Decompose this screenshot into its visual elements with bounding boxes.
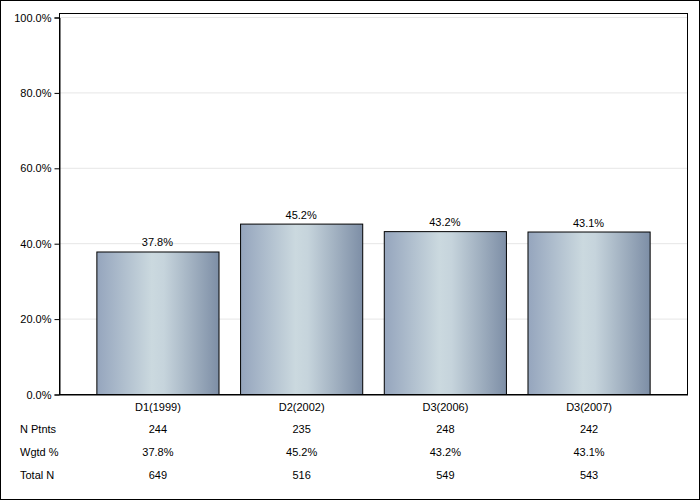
- y-tick: 60.0%: [20, 162, 59, 174]
- data-label: 43.1%: [573, 217, 604, 229]
- y-axis: 0.0% 20.0% 40.0% 60.0% 80.0% 100.0%: [14, 12, 60, 401]
- table-cell: 37.8%: [142, 446, 173, 458]
- table-cell: 235: [292, 423, 310, 435]
- bar: [97, 252, 219, 394]
- x-tick-label: D3(2006): [422, 401, 468, 413]
- y-tick-mark: [55, 168, 60, 169]
- table-cell: 242: [580, 423, 598, 435]
- plot-frame: [60, 14, 688, 395]
- table-cell: 516: [292, 469, 310, 481]
- x-tick-label: D1(1999): [135, 401, 181, 413]
- table-cell: 549: [436, 469, 454, 481]
- chart: 0.0% 20.0% 40.0% 60.0% 80.0% 100.0% D1(1999) D2…: [0, 0, 700, 500]
- x-axis-line: [60, 395, 688, 396]
- x-tick: D3(2006): [422, 395, 468, 414]
- y-tick-label: 100.0%: [14, 12, 52, 24]
- data-labels: 37.8% 45.2% 43.2% 43.1%: [142, 209, 605, 249]
- grid: [59, 18, 687, 395]
- data-table: N Ptnts 244 235 248 242 Wgtd % 37.8% 45.2% 43.2%…: [20, 423, 605, 481]
- x-axis: D1(1999) D2(2002) D3(2006) D3(2007): [60, 395, 688, 414]
- table-cell: 43.1%: [573, 446, 604, 458]
- y-tick-mark: [55, 93, 60, 94]
- table-row-label: Total N: [20, 469, 54, 481]
- table-cell: 244: [149, 423, 167, 435]
- x-tick-label: D2(2002): [279, 401, 325, 413]
- data-label: 37.8%: [142, 236, 173, 248]
- y-tick: 0.0%: [26, 389, 59, 401]
- table-cell: 543: [580, 469, 598, 481]
- x-tick: D2(2002): [279, 395, 325, 414]
- data-label: 45.2%: [286, 209, 317, 221]
- grid-line: [59, 17, 687, 18]
- y-tick: 20.0%: [20, 313, 59, 325]
- y-tick-label: 0.0%: [26, 389, 51, 401]
- y-tick: 40.0%: [20, 238, 59, 250]
- y-tick: 100.0%: [14, 12, 59, 24]
- x-tick: D1(1999): [135, 395, 181, 414]
- bars: [97, 224, 650, 394]
- table-cell: 43.2%: [430, 446, 461, 458]
- y-tick-label: 60.0%: [20, 162, 51, 174]
- bar: [528, 232, 650, 394]
- table-row-label: N Ptnts: [20, 423, 57, 435]
- y-tick-label: 40.0%: [20, 238, 51, 250]
- y-tick: 80.0%: [20, 87, 59, 99]
- table-cell: 649: [149, 469, 167, 481]
- table-cell: 248: [436, 423, 454, 435]
- x-tick-label: D3(2007): [566, 401, 612, 413]
- y-tick-mark: [55, 18, 60, 19]
- bar: [241, 224, 363, 394]
- grid-line: [59, 168, 687, 169]
- x-tick: D3(2007): [566, 395, 612, 414]
- grid-line: [59, 92, 687, 93]
- y-axis-line: [55, 18, 61, 395]
- y-tick-mark: [55, 319, 60, 320]
- table-row-label: Wgtd %: [20, 446, 59, 458]
- y-tick-mark: [55, 244, 60, 245]
- y-tick-mark: [55, 395, 60, 396]
- data-label: 43.2%: [429, 216, 460, 228]
- y-tick-label: 80.0%: [20, 87, 51, 99]
- outer-frame: [1, 1, 700, 500]
- y-tick-label: 20.0%: [20, 313, 51, 325]
- bar: [384, 232, 506, 394]
- table-cell: 45.2%: [286, 446, 317, 458]
